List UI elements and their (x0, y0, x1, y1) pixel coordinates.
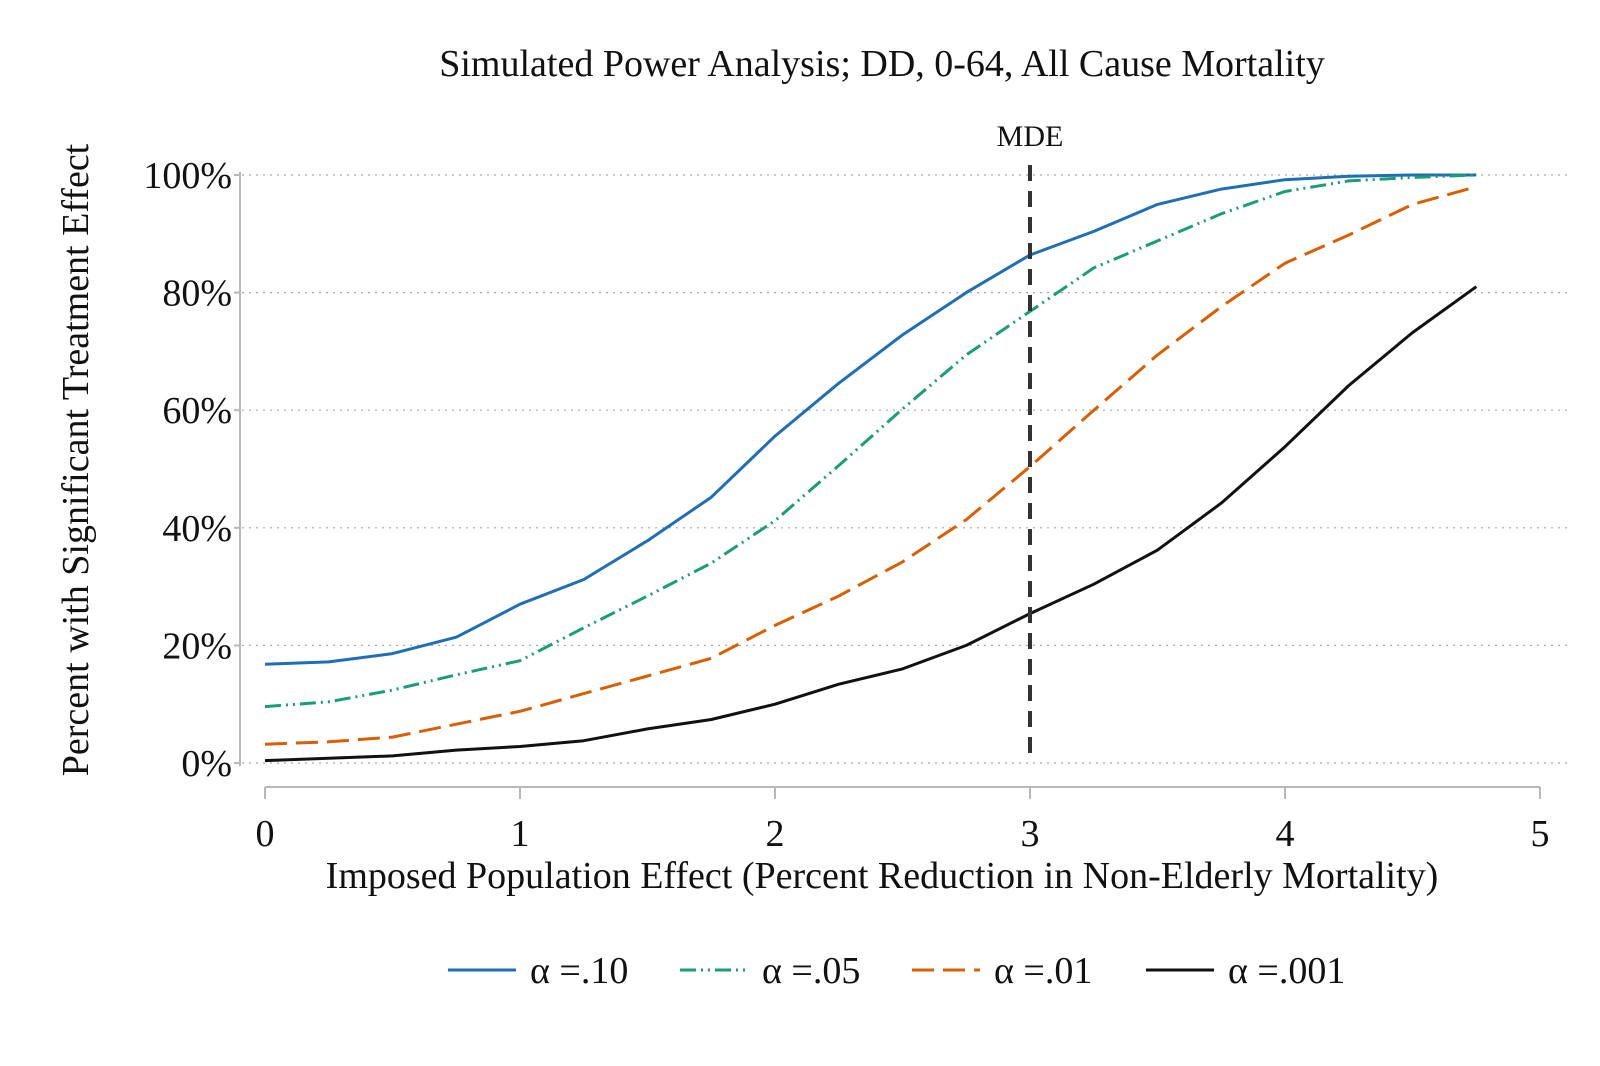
x-tick-label: 4 (1276, 813, 1295, 855)
x-tick-label: 2 (766, 813, 785, 855)
y-tick-label: 20% (162, 625, 232, 667)
y-tick-label: 0% (181, 743, 232, 785)
y-tick-label: 80% (162, 273, 232, 315)
y-tick-label: 60% (162, 390, 232, 432)
series-layer (264, 173, 1478, 763)
x-axis-title: Imposed Population Effect (Percent Reduc… (326, 855, 1439, 897)
reference-line-layer: MDE (997, 120, 1064, 763)
y-axis-title: Percent with Significant Treatment Effec… (55, 143, 97, 776)
legend-label-3: α =.01 (994, 950, 1092, 992)
legend-label-2: α =.05 (762, 950, 860, 992)
chart-title: Simulated Power Analysis; DD, 0-64, All … (439, 43, 1325, 85)
legend-label-1: α =.10 (530, 950, 628, 992)
legend: α =.10 α =.05 α =.01 α =.001 (448, 950, 1345, 992)
y-tick-label: 40% (162, 508, 232, 550)
x-tick-label: 1 (511, 813, 530, 855)
x-tick-label: 0 (256, 813, 275, 855)
mde-label: MDE (997, 120, 1064, 153)
grid-lines (242, 174, 1568, 764)
axes: 0% 20% 40% 60% 80% 100% 0 1 2 3 4 5 (143, 155, 1549, 855)
series-line-4 (264, 285, 1478, 763)
series-line-1 (264, 173, 1477, 666)
x-tick-label: 5 (1531, 813, 1550, 855)
x-tick-label: 3 (1021, 813, 1040, 855)
series-line-2 (264, 173, 1477, 709)
y-tick-label: 100% (143, 155, 232, 197)
series-line-3 (264, 185, 1477, 746)
legend-label-4: α =.001 (1228, 950, 1345, 992)
